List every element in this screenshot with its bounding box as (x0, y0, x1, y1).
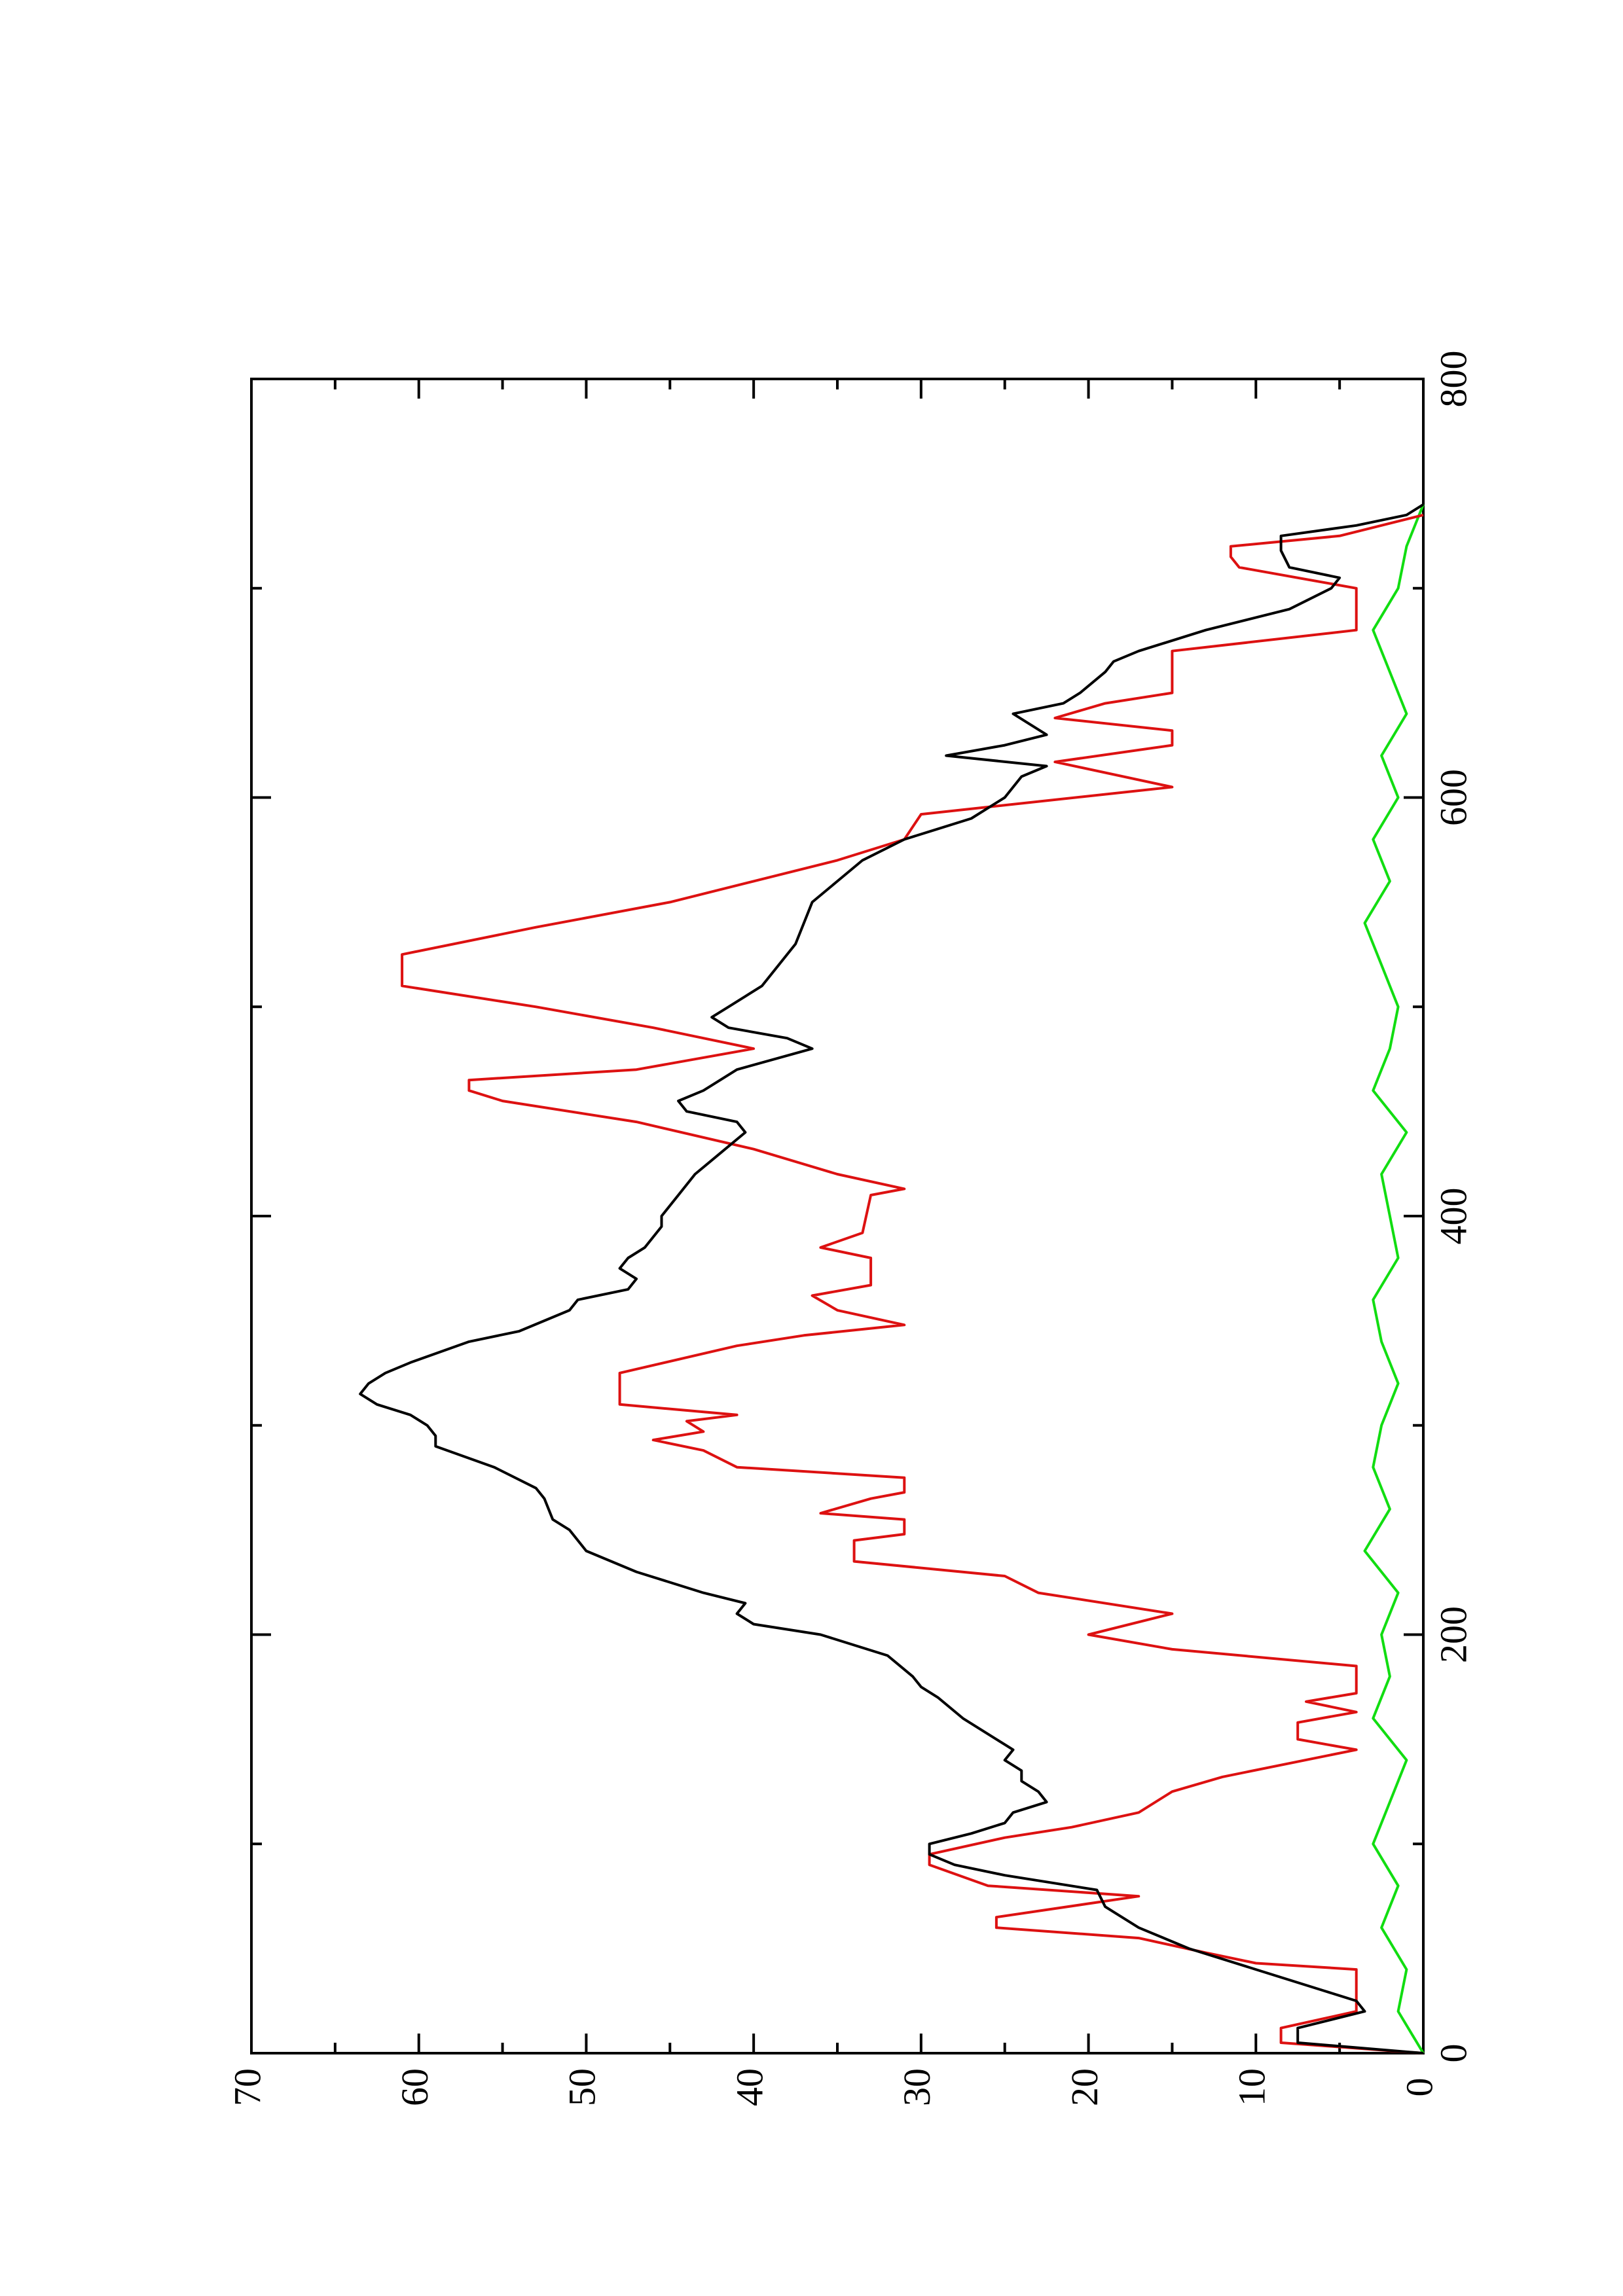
y-tick-label: 20 (1063, 2068, 1106, 2106)
x-tick-label: 400 (1432, 1188, 1474, 1245)
x-tick-label: 600 (1432, 769, 1474, 826)
x-tick-label: 0 (1432, 2044, 1474, 2063)
x-tick-label: 200 (1432, 1606, 1474, 1663)
data-line (359, 503, 1425, 2054)
y-tick-label: 60 (393, 2068, 436, 2106)
data-line (1363, 504, 1425, 2054)
x-tick-label: 800 (1432, 351, 1474, 408)
y-tick-label: 0 (1398, 2078, 1440, 2097)
y-tick-label: 10 (1231, 2068, 1273, 2106)
plot-frame (250, 378, 1425, 2054)
y-tick-label: 70 (226, 2068, 268, 2106)
y-tick-label: 50 (561, 2068, 604, 2106)
y-tick-label: 30 (896, 2068, 938, 2106)
data-line (401, 513, 1424, 2054)
y-tick-label: 40 (728, 2068, 771, 2106)
